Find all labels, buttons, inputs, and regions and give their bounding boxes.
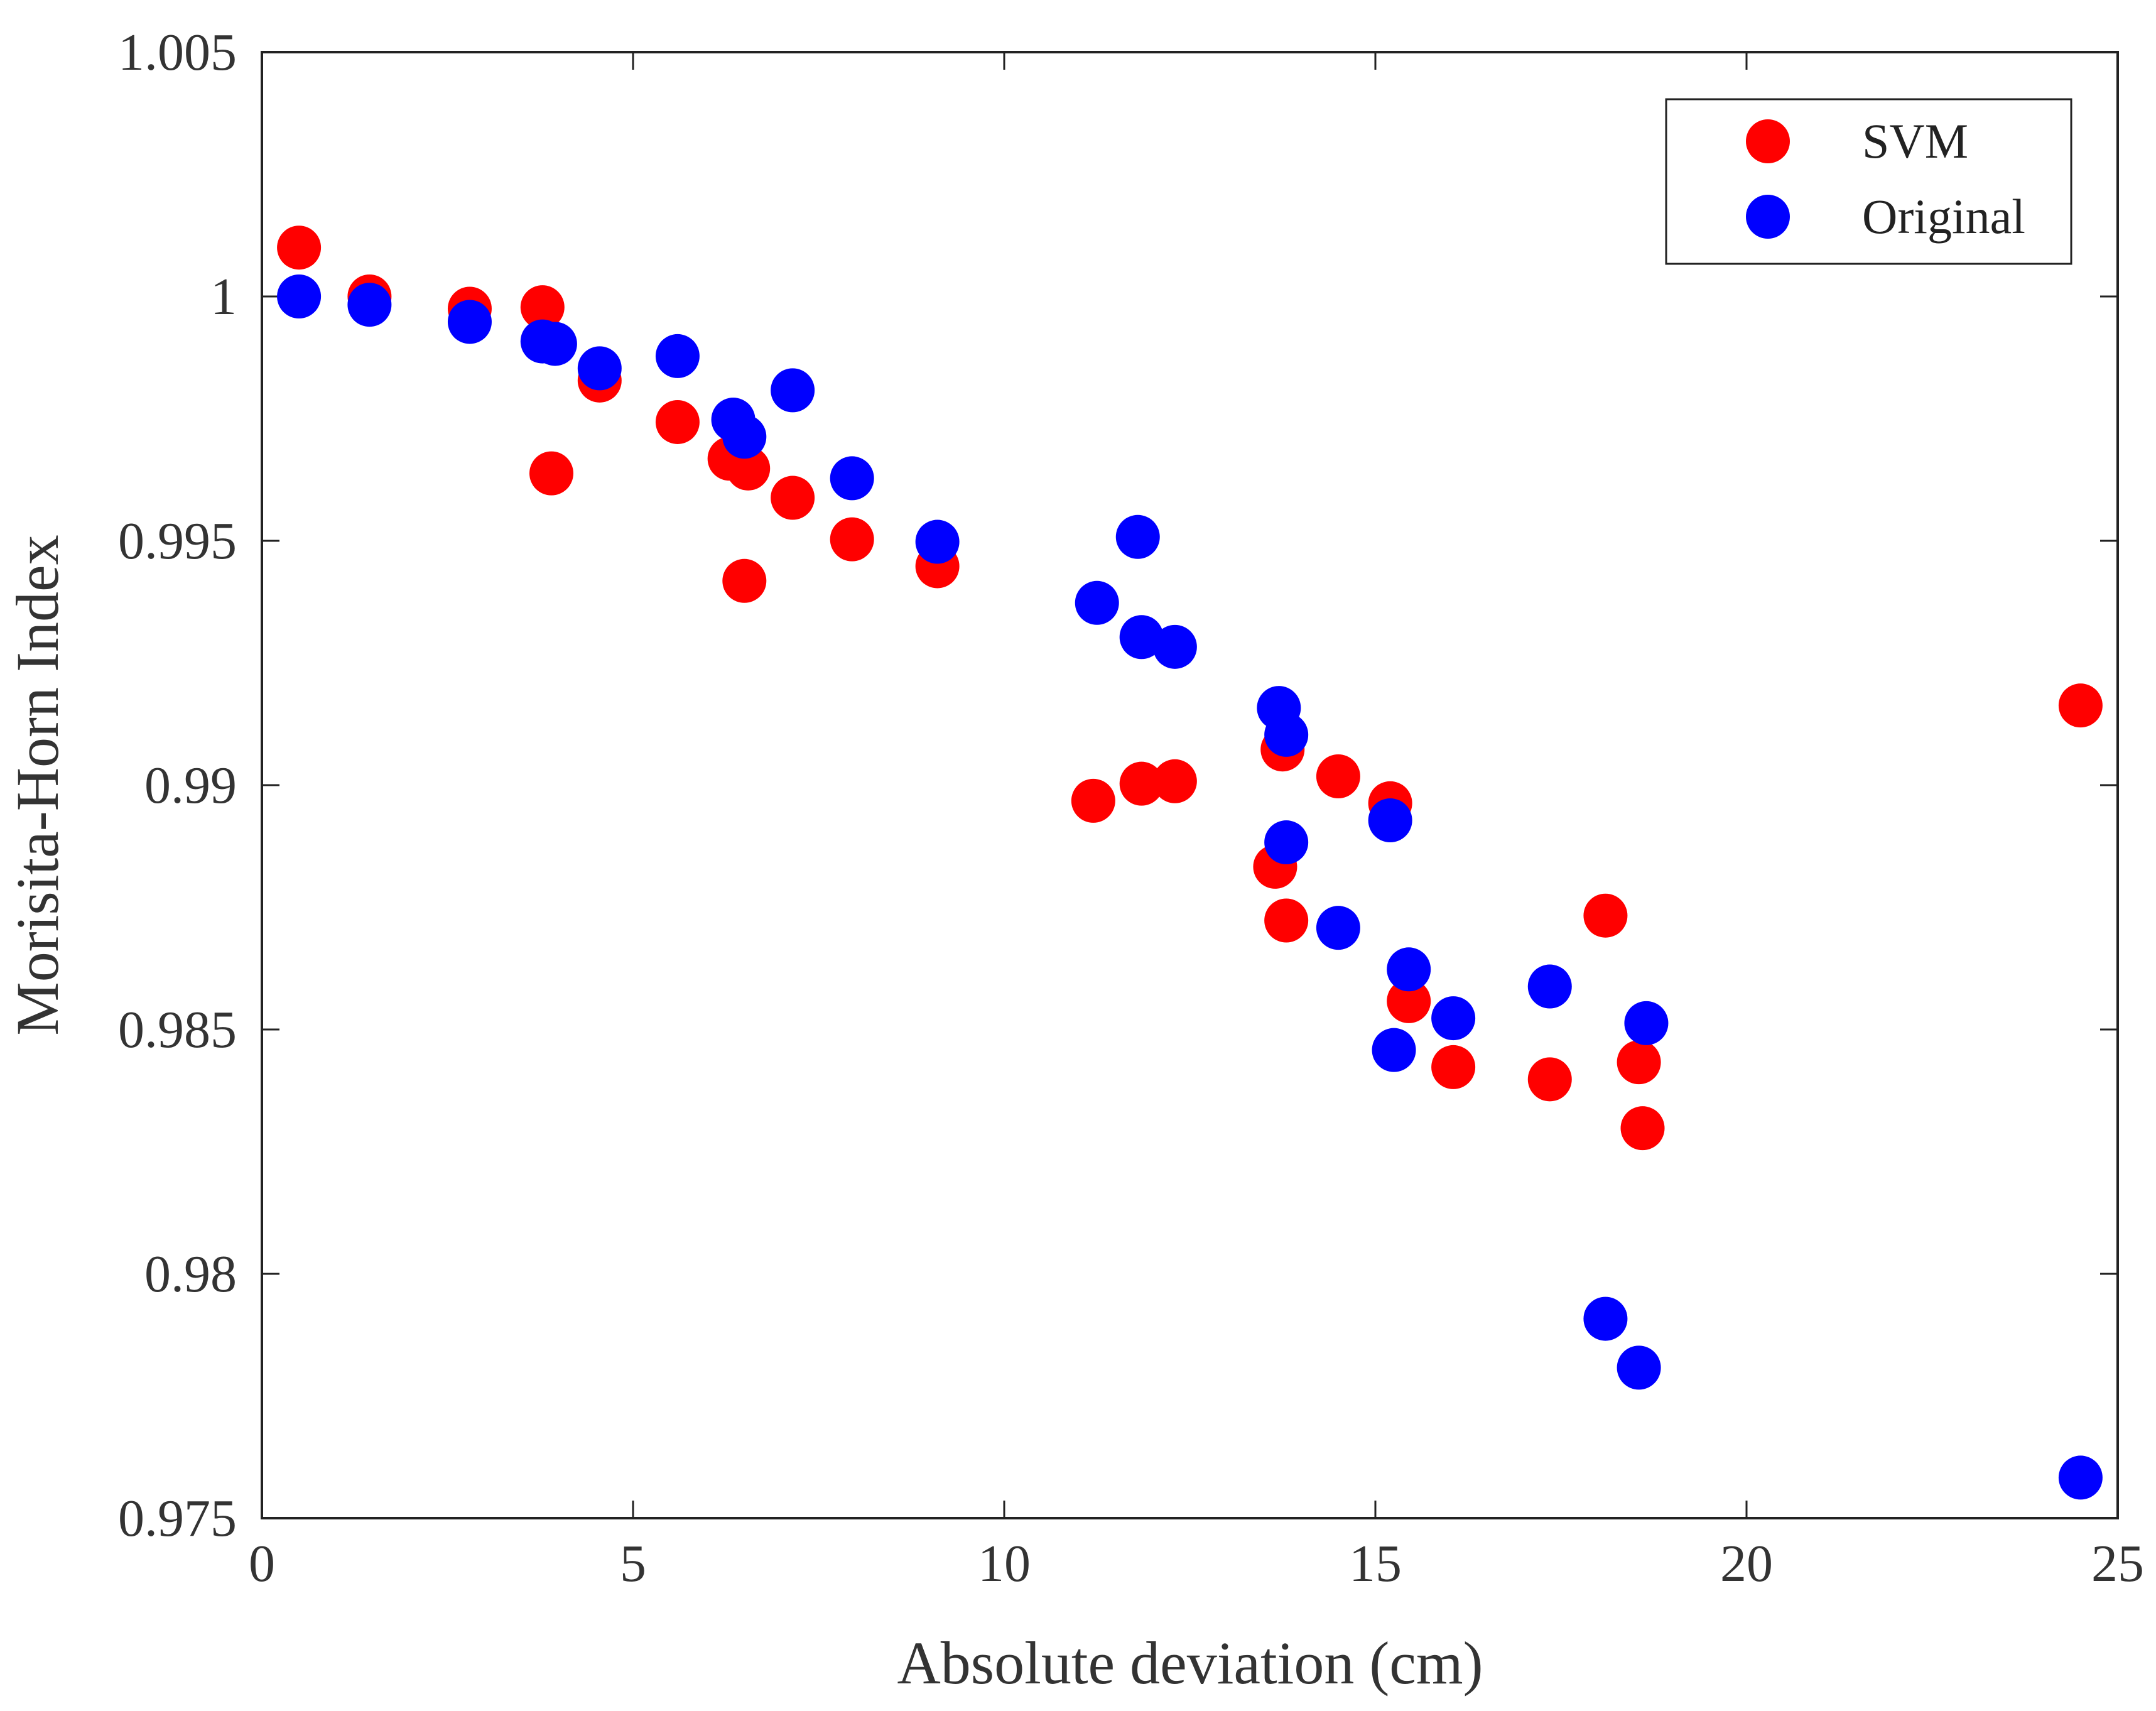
svm-point bbox=[1119, 761, 1164, 806]
svm-point bbox=[1264, 898, 1309, 943]
svm-point bbox=[520, 285, 565, 330]
y-tick-label: 0.995 bbox=[118, 512, 237, 570]
svm-point bbox=[1617, 1040, 1661, 1085]
legend-marker-svm bbox=[1746, 119, 1790, 163]
original-point bbox=[2058, 1455, 2103, 1500]
original-point bbox=[1152, 624, 1197, 669]
original-point bbox=[1075, 580, 1119, 625]
svm-point bbox=[771, 475, 815, 520]
original-point bbox=[1387, 947, 1431, 992]
y-tick-label: 0.98 bbox=[144, 1245, 237, 1303]
y-tick-label: 0.99 bbox=[144, 756, 237, 815]
original-point bbox=[1617, 1345, 1661, 1390]
original-point bbox=[277, 274, 322, 318]
x-tick-label: 15 bbox=[1349, 1534, 1402, 1593]
x-tick-label: 0 bbox=[249, 1534, 275, 1593]
original-point bbox=[771, 368, 815, 413]
data-points bbox=[277, 225, 2103, 1500]
original-point bbox=[830, 456, 874, 501]
plot-frame bbox=[261, 51, 2119, 1519]
x-tick-label: 25 bbox=[2091, 1534, 2144, 1593]
svm-point bbox=[1387, 979, 1431, 1023]
original-point bbox=[1368, 798, 1412, 843]
original-point bbox=[1119, 615, 1164, 660]
x-axis-title: Absolute deviation (cm) bbox=[897, 1629, 1483, 1697]
svm-point bbox=[2058, 683, 2103, 728]
legend: SVM Original bbox=[1665, 98, 2072, 265]
original-point bbox=[915, 519, 960, 564]
svm-point bbox=[655, 399, 700, 444]
svm-point bbox=[1527, 1057, 1572, 1102]
legend-box bbox=[1665, 98, 2072, 265]
original-point bbox=[533, 322, 577, 366]
y-tick-label: 0.985 bbox=[118, 1001, 237, 1059]
original-point bbox=[447, 300, 492, 344]
svm-point bbox=[722, 558, 767, 603]
svm-point bbox=[1316, 754, 1360, 798]
y-tick-label: 1 bbox=[210, 268, 237, 326]
legend-label-original: Original bbox=[1862, 189, 2025, 244]
x-tick-label: 10 bbox=[978, 1534, 1031, 1593]
svm-point bbox=[830, 517, 874, 562]
x-tick-label: 20 bbox=[1720, 1534, 1773, 1593]
original-point bbox=[1372, 1028, 1416, 1072]
original-point bbox=[577, 346, 622, 391]
svm-point bbox=[1152, 759, 1197, 803]
original-point bbox=[1316, 906, 1360, 950]
svm-point bbox=[1583, 893, 1628, 938]
original-point bbox=[1264, 820, 1309, 865]
svm-point bbox=[1620, 1106, 1665, 1151]
y-tick-label: 0.975 bbox=[118, 1489, 237, 1548]
svm-point bbox=[277, 225, 322, 270]
svm-point bbox=[529, 451, 573, 496]
original-point bbox=[1264, 712, 1309, 757]
original-point bbox=[1115, 514, 1160, 559]
x-tick-label: 5 bbox=[620, 1534, 646, 1593]
original-point bbox=[1583, 1296, 1628, 1341]
legend-marker-original bbox=[1746, 195, 1790, 239]
axis-ticks: 0 5 10 15 20 25 0.975 0.98 0.985 0.99 0.995 1 1.005 bbox=[118, 23, 2144, 1593]
y-axis-title: Morisita-Horn Index bbox=[4, 535, 71, 1035]
original-point bbox=[655, 334, 700, 378]
original-point bbox=[1431, 996, 1476, 1041]
original-point bbox=[1624, 1001, 1669, 1045]
original-point bbox=[1527, 964, 1572, 1009]
legend-label-svm: SVM bbox=[1862, 114, 1968, 168]
original-point bbox=[347, 283, 392, 327]
y-tick-label: 1.005 bbox=[118, 23, 237, 82]
svm-point bbox=[1431, 1045, 1476, 1089]
svm-point bbox=[1071, 778, 1115, 823]
original-point bbox=[722, 415, 767, 459]
svm-point bbox=[726, 446, 771, 491]
